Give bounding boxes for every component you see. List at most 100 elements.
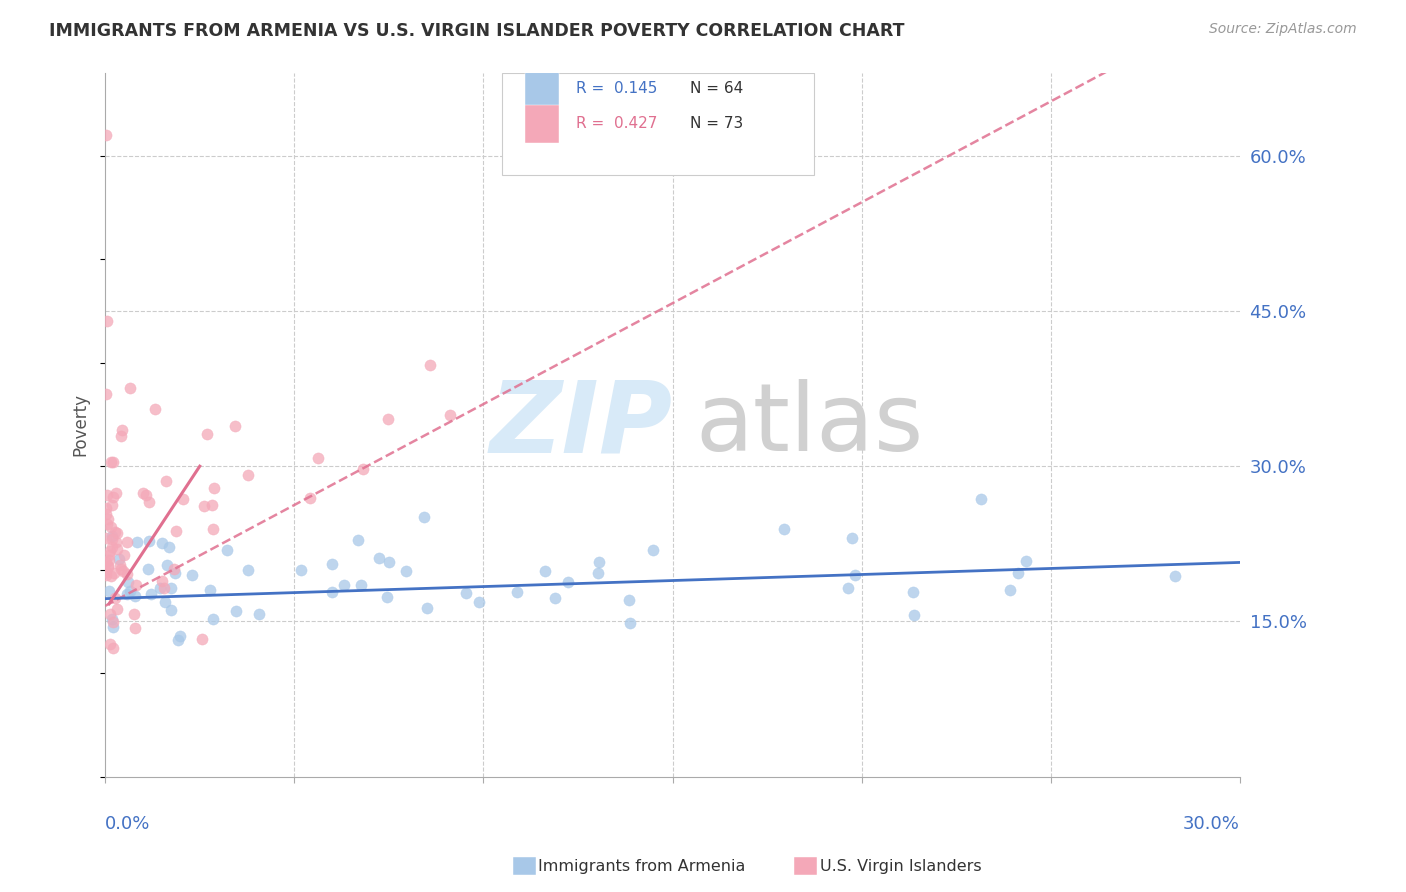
- Point: [903, 585, 925, 599]
- Point: [190, 632, 212, 646]
- Point: [101, 620, 124, 634]
- Point: [104, 486, 127, 500]
- Text: U.S. Virgin Islanders: U.S. Virgin Islanders: [820, 859, 981, 873]
- Point: [105, 525, 128, 540]
- Point: [100, 455, 122, 469]
- Point: [224, 418, 246, 433]
- Point: [155, 558, 177, 573]
- Point: [160, 581, 183, 595]
- Point: [290, 563, 312, 577]
- Text: R =  0.145: R = 0.145: [576, 81, 658, 96]
- Point: [181, 567, 204, 582]
- Point: [970, 492, 993, 507]
- Point: [96, 555, 118, 569]
- Point: [193, 499, 215, 513]
- Point: [157, 540, 180, 554]
- Point: [96, 565, 118, 579]
- Point: [118, 583, 141, 598]
- Point: [534, 564, 557, 578]
- Point: [588, 555, 610, 569]
- Point: [159, 603, 181, 617]
- Point: [100, 612, 122, 626]
- Point: [419, 358, 441, 372]
- Text: 30.0%: 30.0%: [1182, 815, 1240, 833]
- Point: [96, 517, 118, 532]
- Point: [195, 427, 218, 442]
- Point: [225, 604, 247, 618]
- Text: N = 64: N = 64: [689, 81, 742, 96]
- Point: [321, 584, 343, 599]
- Point: [202, 481, 225, 495]
- FancyBboxPatch shape: [524, 70, 560, 108]
- Point: [138, 494, 160, 508]
- Point: [97, 553, 120, 567]
- Point: [100, 519, 122, 533]
- Point: [101, 455, 124, 469]
- Point: [198, 582, 221, 597]
- Point: [544, 591, 567, 606]
- Point: [350, 578, 373, 592]
- Point: [96, 488, 118, 502]
- Text: atlas: atlas: [695, 379, 924, 471]
- Point: [94, 500, 117, 515]
- Point: [122, 607, 145, 622]
- Point: [416, 600, 439, 615]
- Point: [998, 583, 1021, 598]
- Point: [115, 534, 138, 549]
- Text: R =  0.427: R = 0.427: [576, 117, 658, 131]
- Point: [124, 578, 146, 592]
- Point: [127, 534, 149, 549]
- Point: [150, 536, 173, 550]
- Point: [132, 486, 155, 500]
- Point: [112, 564, 135, 578]
- Point: [238, 562, 260, 576]
- Point: [155, 474, 177, 488]
- Text: N = 73: N = 73: [689, 117, 742, 131]
- Point: [619, 615, 641, 630]
- Point: [108, 558, 131, 572]
- Point: [136, 562, 159, 576]
- Point: [94, 386, 117, 401]
- Point: [617, 592, 640, 607]
- Point: [98, 584, 121, 599]
- Text: Source: ZipAtlas.com: Source: ZipAtlas.com: [1209, 22, 1357, 37]
- Point: [202, 522, 225, 536]
- Point: [307, 450, 329, 465]
- Point: [215, 542, 238, 557]
- Point: [94, 531, 117, 545]
- Point: [377, 412, 399, 426]
- Point: [841, 531, 863, 545]
- Point: [167, 632, 190, 647]
- Point: [98, 607, 121, 622]
- Point: [236, 467, 259, 482]
- Point: [247, 607, 270, 622]
- Point: [104, 591, 127, 606]
- Point: [169, 629, 191, 643]
- Point: [163, 561, 186, 575]
- Point: [201, 612, 224, 626]
- Point: [506, 584, 529, 599]
- Point: [124, 589, 146, 603]
- Point: [903, 607, 925, 622]
- Point: [101, 529, 124, 543]
- Point: [111, 423, 134, 437]
- Point: [115, 566, 138, 581]
- Point: [149, 581, 172, 595]
- Point: [120, 381, 142, 395]
- FancyBboxPatch shape: [502, 73, 814, 175]
- Point: [153, 581, 176, 595]
- Point: [352, 462, 374, 476]
- Point: [101, 640, 124, 655]
- Point: [454, 586, 477, 600]
- Point: [367, 550, 389, 565]
- Point: [97, 512, 120, 526]
- Point: [641, 543, 664, 558]
- Point: [124, 621, 146, 635]
- Point: [586, 566, 609, 580]
- Point: [103, 615, 125, 629]
- Point: [1164, 569, 1187, 583]
- Point: [117, 574, 139, 589]
- Point: [110, 562, 132, 576]
- Point: [101, 498, 124, 512]
- Point: [172, 492, 194, 507]
